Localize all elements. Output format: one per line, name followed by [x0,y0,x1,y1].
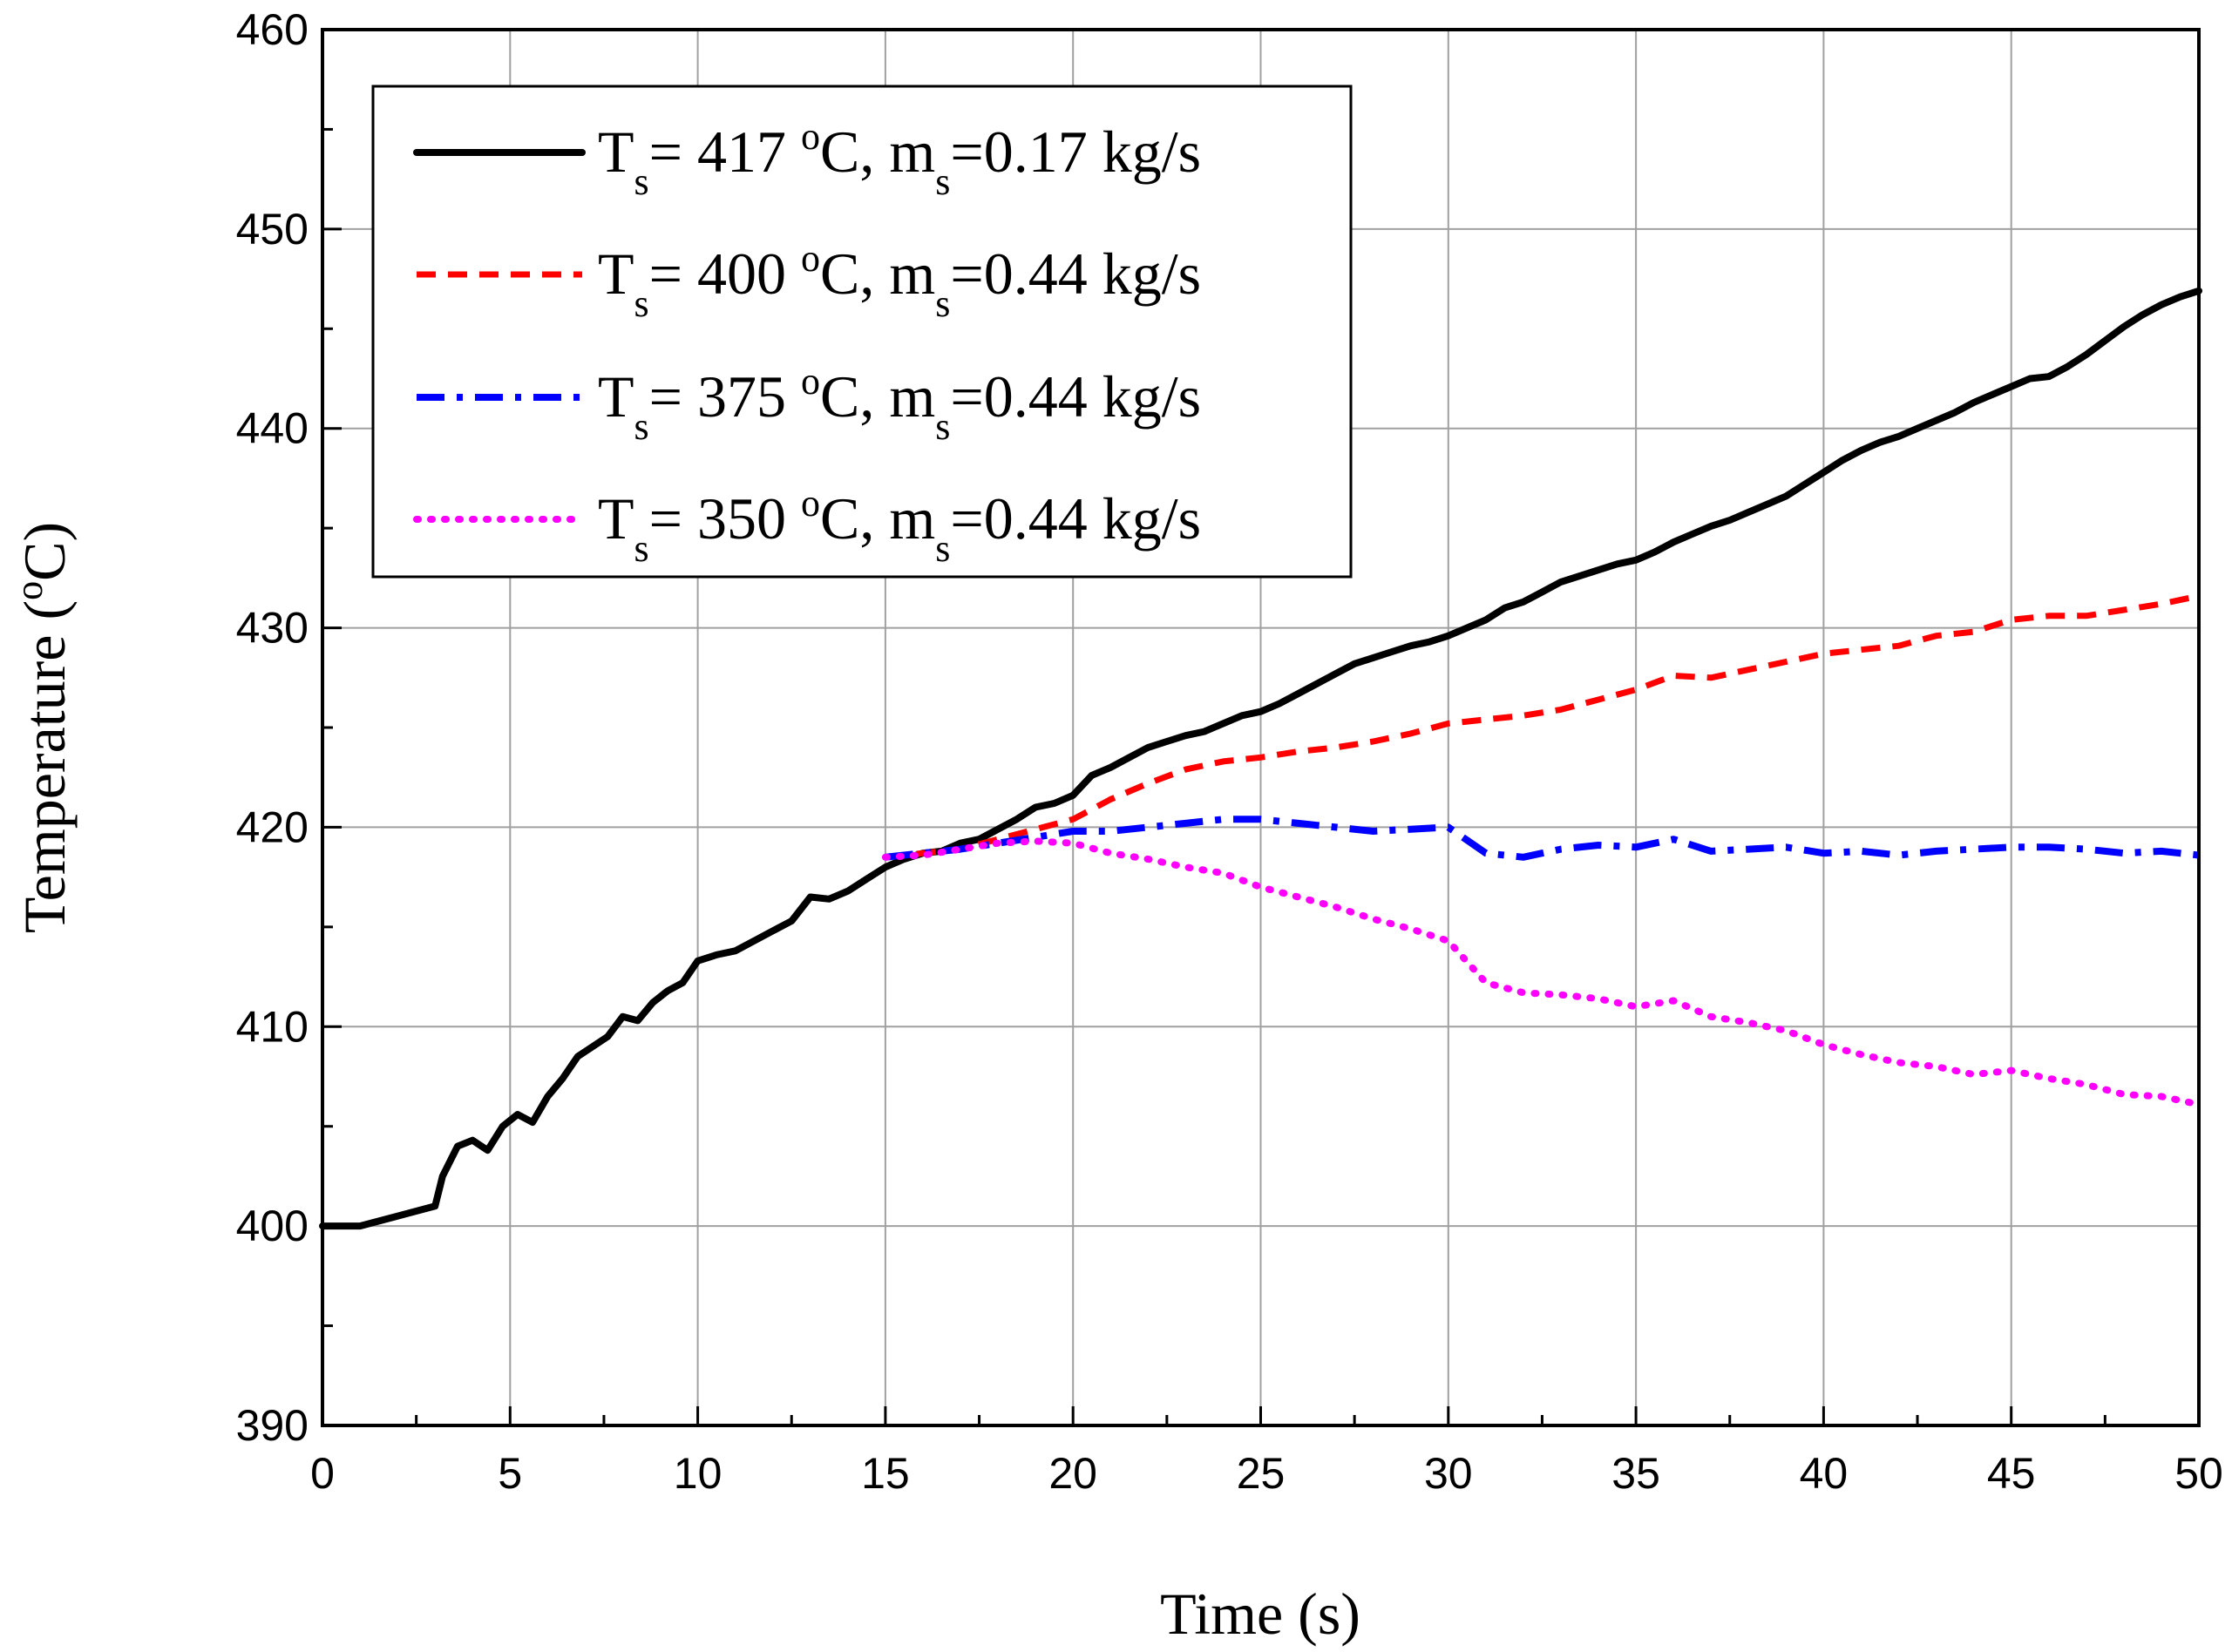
legend-label-part: = 350 [649,485,801,552]
legend-label-part: =0.44 kg/s [950,363,1201,430]
legend-label-part: = 400 [649,240,801,307]
legend: Ts= 417 oC, ms=0.17 kg/sTs= 400 oC, ms=0… [371,85,1353,579]
legend-label-part: T [598,363,634,430]
series-line-4 [881,837,2202,1108]
axis-ticks: 0 5 10 15 20 25 30 35 40 45 50 390 400 410 420 430 440 45… [236,5,2223,1498]
legend-label-part: s [935,405,950,448]
legend-label-part: s [634,527,649,570]
y-tick-label: 390 [236,1401,309,1450]
x-tick-label: 40 [1800,1449,1849,1498]
x-axis-title: Time (s) [1160,1581,1360,1647]
legend-label-part: s [634,405,649,448]
legend-label-part: s [935,527,950,570]
legend-label-part: C, m [820,363,935,430]
legend-label-part: =0.44 kg/s [950,240,1201,307]
y-tick-label: 420 [236,802,309,851]
x-tick-label: 25 [1237,1449,1286,1498]
x-tick-label: 50 [2174,1449,2223,1498]
legend-label-part: = 417 [649,118,801,185]
series-line-2 [885,592,2200,861]
series-line-3 [885,816,2200,861]
y-axis-title-unit: C) [11,522,78,581]
y-tick-label: 400 [236,1202,309,1250]
y-axis-title-main: Temperature ( [11,600,78,933]
legend-label-part: C, m [820,118,935,185]
legend-label-part: =0.44 kg/s [950,485,1201,552]
legend-label-part: s [634,160,649,203]
y-axis-title: Temperature (oC) [8,522,78,933]
x-tick-label: 5 [498,1449,522,1498]
legend-label-part: =0.17 kg/s [950,118,1201,185]
legend-label-part: o [801,360,820,403]
x-tick-label: 20 [1048,1449,1097,1498]
legend-label-part: C, m [820,240,935,307]
legend-label-part: = 375 [649,363,801,430]
legend-label-1: Ts= 417 oC, ms=0.17 kg/s [598,115,1201,203]
x-tick-label: 35 [1611,1449,1660,1498]
legend-box [371,85,1353,579]
legend-label-part: T [598,118,634,185]
x-tick-label: 45 [1987,1449,2036,1498]
legend-label-part: s [634,282,649,325]
series-line-1 [319,287,2202,1230]
y-tick-label: 440 [236,404,309,453]
legend-label-3: Ts= 375 oC, ms=0.44 kg/s [598,360,1201,448]
legend-label-part: T [598,485,634,552]
legend-label-part: o [801,237,820,280]
legend-label-part: s [935,282,950,325]
x-tick-label: 0 [310,1449,335,1498]
x-tick-label: 30 [1424,1449,1473,1498]
legend-label-part: T [598,240,634,307]
legend-label-part: C, m [820,485,935,552]
legend-label-part: s [935,160,950,203]
x-tick-label: 10 [674,1449,723,1498]
series-lines [319,287,2202,1230]
legend-label-part: o [801,482,820,525]
legend-label-part: o [801,115,820,158]
x-tick-label: 15 [861,1449,910,1498]
y-tick-label: 450 [236,205,309,254]
y-axis-title-superscript: o [8,581,51,600]
legend-label-4: Ts= 350 oC, ms=0.44 kg/s [598,482,1201,570]
y-tick-label: 410 [236,1002,309,1051]
y-tick-label: 460 [236,5,309,54]
legend-label-2: Ts= 400 oC, ms=0.44 kg/s [598,237,1201,325]
y-tick-label: 430 [236,604,309,653]
